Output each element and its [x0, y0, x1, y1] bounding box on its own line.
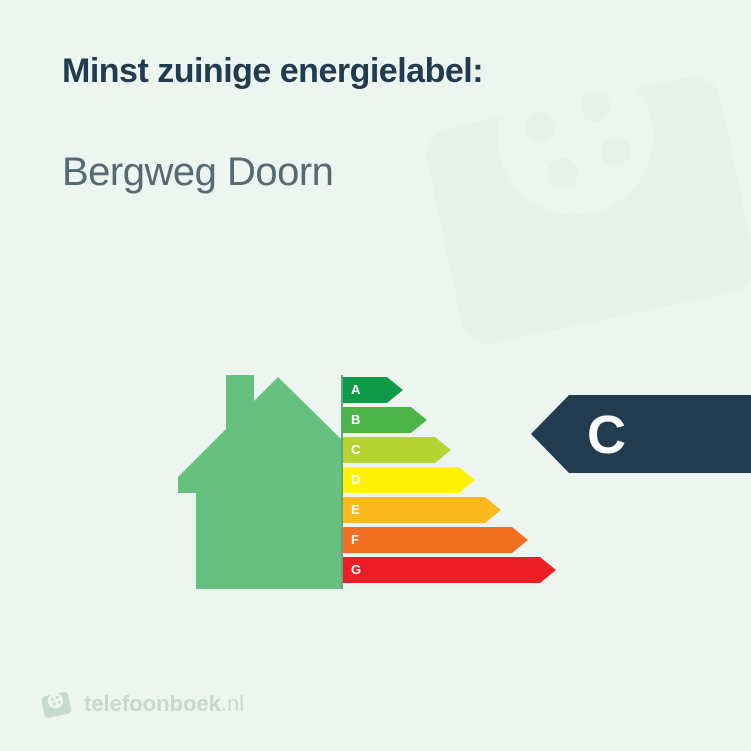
energy-bar-label: D [351, 472, 360, 487]
energy-bar-label: C [351, 442, 360, 457]
footer-brand-thin: .nl [221, 691, 244, 716]
footer-brand-bold: telefoonboek [84, 691, 221, 716]
result-arrow-shape [531, 395, 751, 473]
energy-bar-label: B [351, 412, 360, 427]
energy-bar-label: G [351, 562, 361, 577]
footer: telefoonboek.nl [40, 687, 244, 721]
house-icon [178, 375, 348, 593]
footer-logo-icon [40, 687, 74, 721]
result-letter: C [587, 404, 626, 466]
page-title: Minst zuinige energielabel: [62, 52, 483, 91]
result-arrow: C [531, 395, 751, 473]
energy-bar-label: F [351, 532, 359, 547]
location-name: Bergweg Doorn [62, 150, 333, 195]
energy-bar-label: E [351, 502, 360, 517]
infographic-canvas: Minst zuinige energielabel: Bergweg Door… [0, 0, 751, 751]
energy-bar-label: A [351, 382, 360, 397]
footer-brand: telefoonboek.nl [84, 691, 244, 717]
